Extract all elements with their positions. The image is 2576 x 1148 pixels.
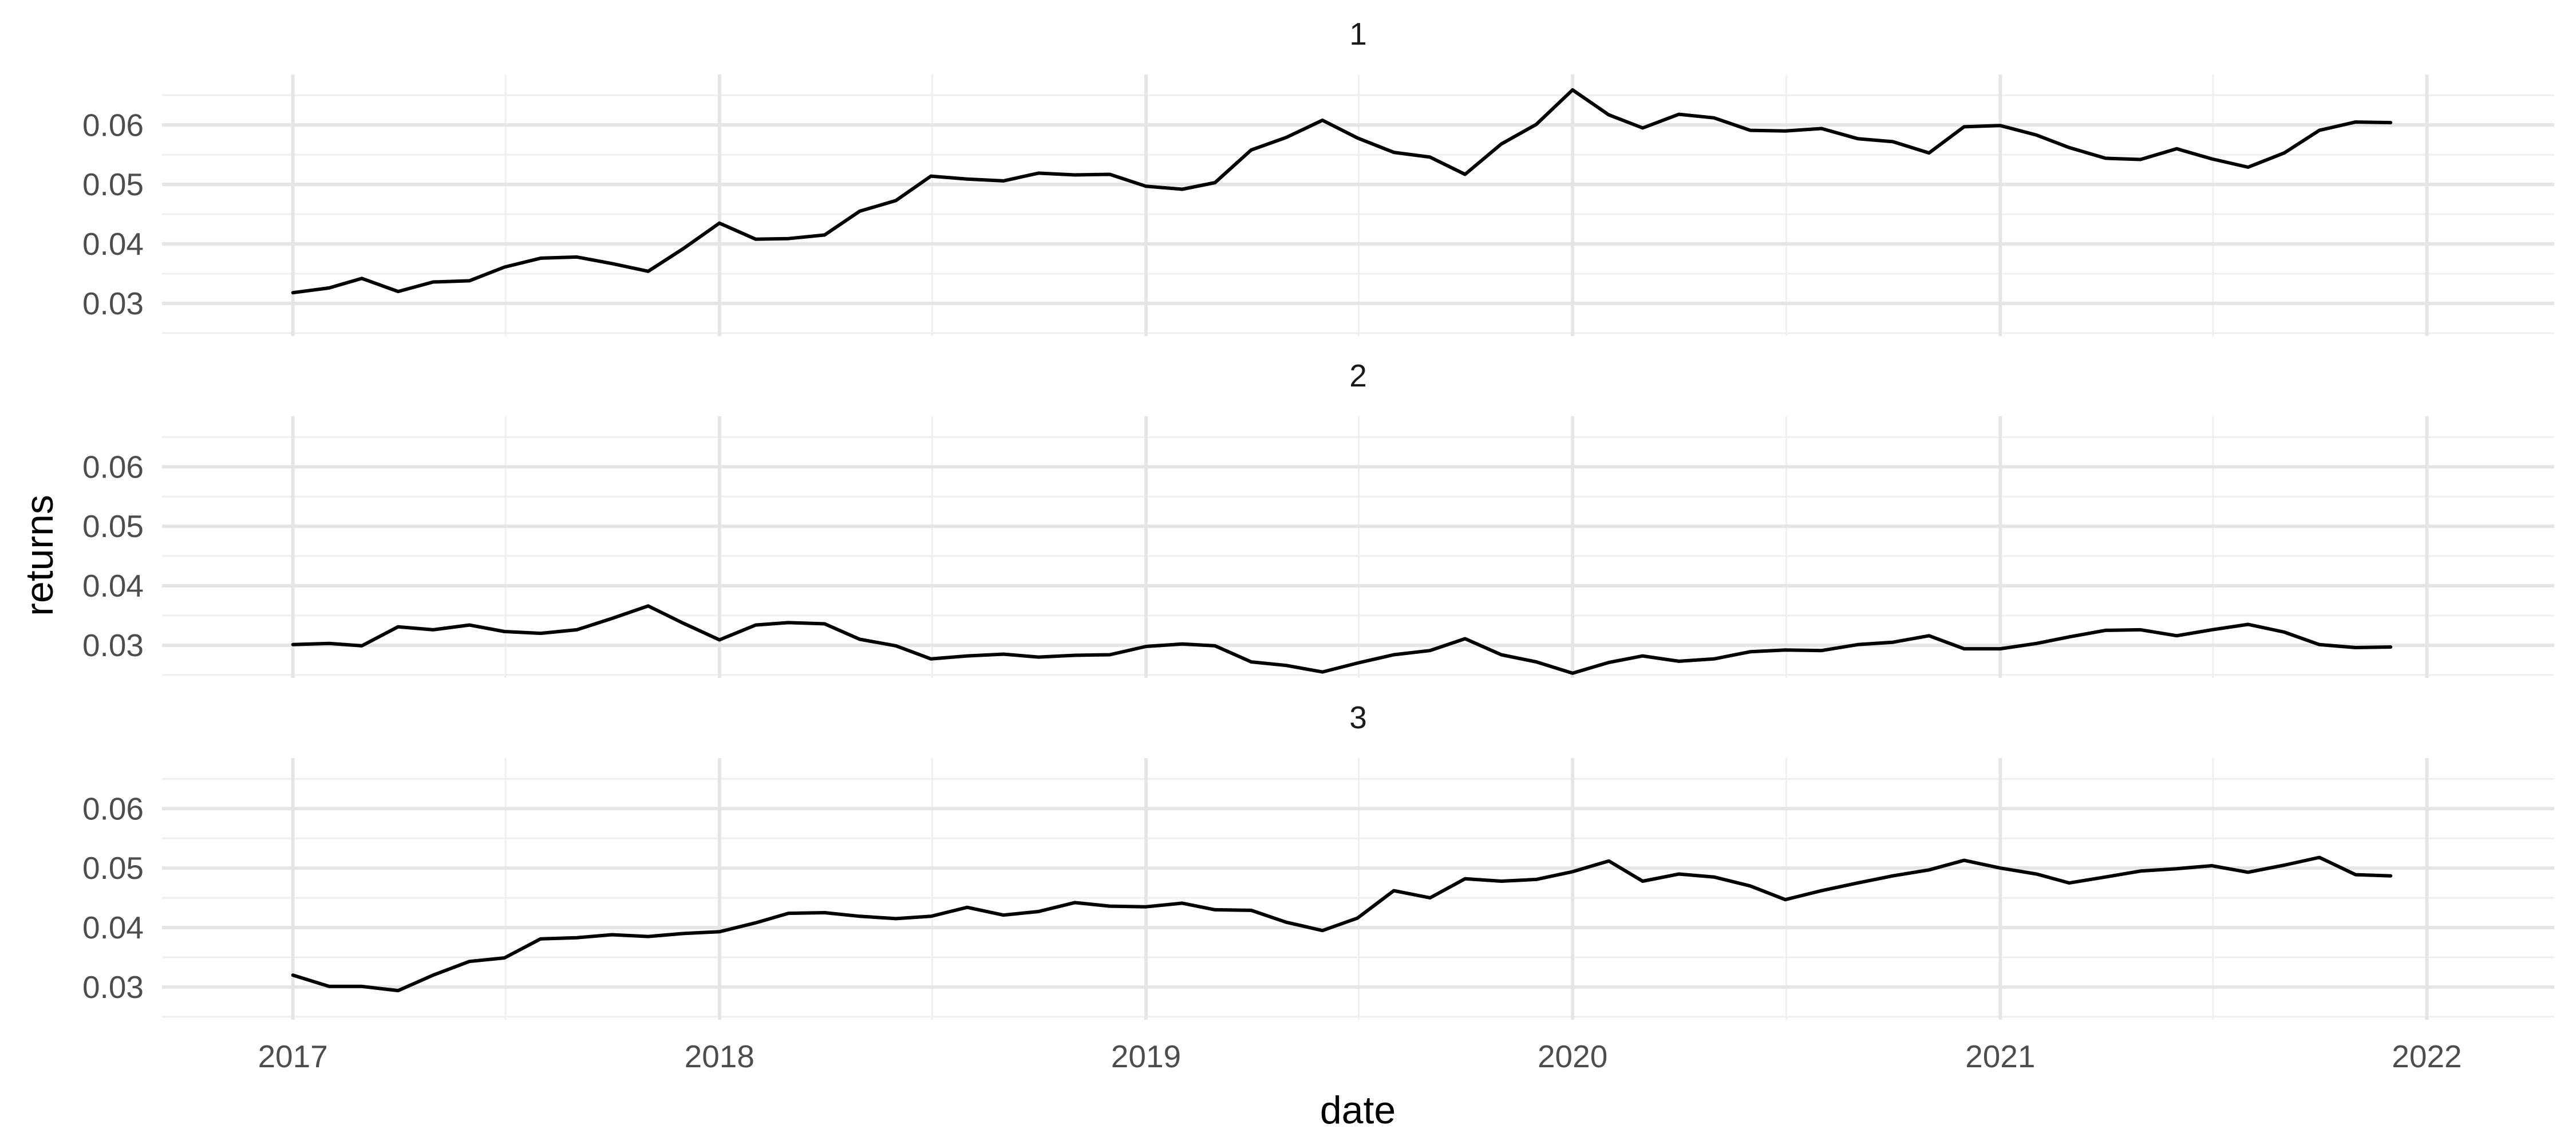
y-tick-label: 0.04 (82, 568, 144, 603)
y-tick-label: 0.03 (82, 286, 144, 321)
x-tick-label: 2022 (2392, 1039, 2462, 1074)
series-line-panel-1 (291, 88, 2393, 295)
panels-layer: 1 0.03 0.04 0.05 0.06 2 0.03 0.04 0.05 0.06 3 0.03 0… (82, 16, 2554, 1074)
y-tick-label: 0.04 (82, 226, 144, 262)
panel-1: 1 0.03 0.04 0.05 0.06 (82, 16, 2554, 336)
y-tick-label: 0.06 (82, 107, 144, 143)
y-tick-label: 0.03 (82, 628, 144, 663)
y-tick-label: 0.03 (82, 969, 144, 1005)
series-line-panel-2 (291, 604, 2393, 675)
y-tick-label: 0.05 (82, 508, 144, 544)
x-tick-label: 2020 (1538, 1039, 1607, 1074)
x-axis-title: date (1320, 1088, 1396, 1132)
y-tick-label: 0.04 (82, 910, 144, 945)
series-line-panel-3 (291, 855, 2393, 993)
y-tick-label: 0.05 (82, 850, 144, 886)
y-tick-label: 0.05 (82, 167, 144, 202)
x-tick-label: 2017 (258, 1039, 327, 1074)
panel-3: 3 0.03 0.04 0.05 0.06 (82, 700, 2554, 1020)
x-tick-label: 2021 (1965, 1039, 2035, 1074)
panel-strip-label: 2 (1349, 358, 1367, 393)
y-tick-label: 0.06 (82, 449, 144, 484)
panel-strip-label: 1 (1349, 16, 1367, 52)
x-tick-label: 2019 (1111, 1039, 1181, 1074)
panel-strip-label: 3 (1349, 700, 1367, 735)
y-axis-title: returns (18, 495, 61, 616)
y-tick-label: 0.06 (82, 791, 144, 826)
panel-2: 2 0.03 0.04 0.05 0.06 (82, 358, 2554, 678)
x-tick-label: 2018 (685, 1039, 754, 1074)
